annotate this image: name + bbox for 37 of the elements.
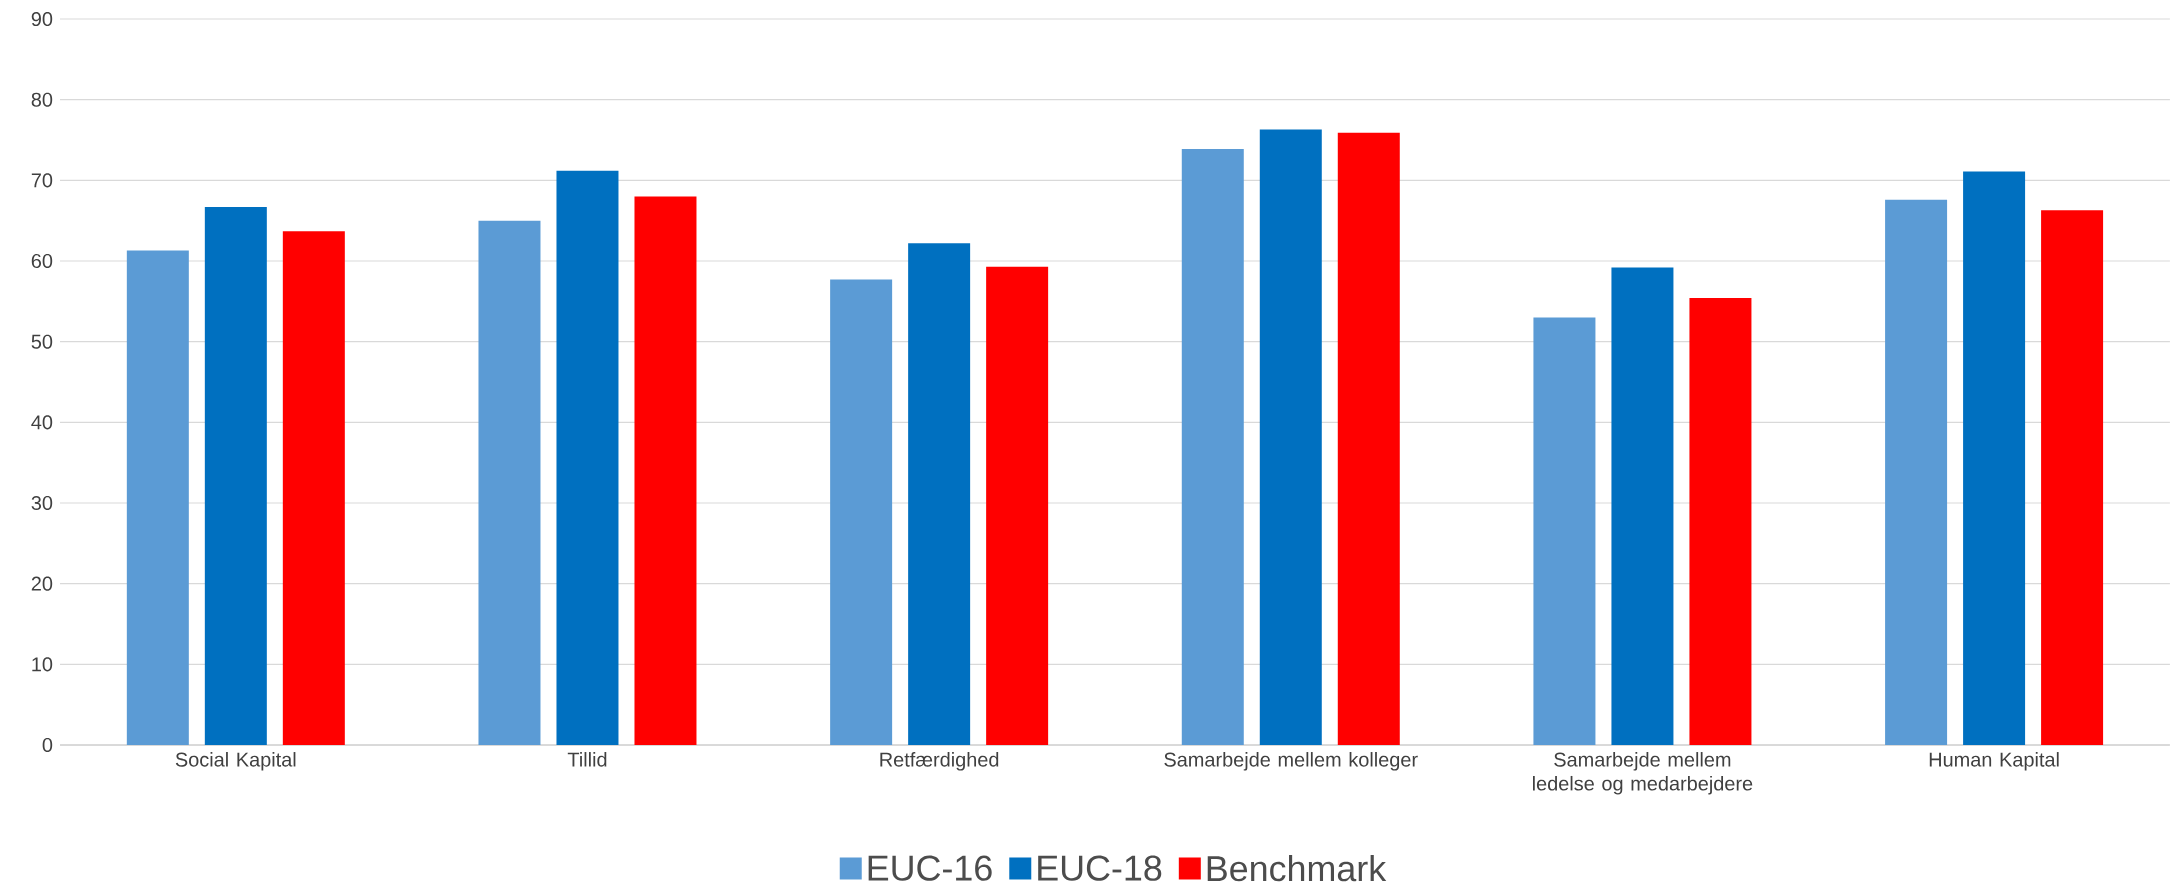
bar bbox=[1611, 267, 1674, 745]
x-tick-label: Retfærdighed bbox=[880, 752, 999, 771]
y-tick-label: 70 bbox=[31, 173, 53, 188]
bar bbox=[126, 250, 189, 745]
bar bbox=[1181, 148, 1244, 745]
x-tick-label: Samarbejde mellem ledelse og medarbejdere bbox=[1533, 752, 1753, 795]
legend-label: EUC-18 bbox=[1038, 855, 1162, 881]
bar bbox=[986, 266, 1049, 745]
bar bbox=[1337, 132, 1400, 745]
y-tick-label: 90 bbox=[31, 11, 53, 27]
bar bbox=[830, 279, 893, 745]
bar bbox=[1963, 171, 2026, 745]
bar bbox=[282, 231, 345, 745]
legend-label: EUC-16 bbox=[868, 855, 992, 881]
y-tick-label: 20 bbox=[31, 576, 53, 591]
bar bbox=[1259, 129, 1322, 745]
y-tick-label: 60 bbox=[31, 253, 53, 269]
bar bbox=[1885, 199, 1948, 745]
bar bbox=[634, 196, 697, 745]
y-tick-label: 40 bbox=[31, 415, 53, 430]
bar bbox=[478, 220, 541, 745]
y-tick-label: 50 bbox=[31, 334, 53, 349]
bar bbox=[1689, 298, 1752, 745]
y-tick-label: 80 bbox=[31, 92, 53, 107]
y-tick-label: 30 bbox=[31, 495, 53, 511]
bar bbox=[556, 170, 619, 745]
legend-label: Benchmark bbox=[1207, 854, 1387, 882]
x-tick-label: Social Kapital bbox=[175, 752, 296, 771]
bar bbox=[204, 206, 267, 745]
bar bbox=[908, 243, 971, 745]
x-tick-label: Human Kapital bbox=[1929, 752, 2059, 771]
bar bbox=[2041, 210, 2104, 745]
y-tick-label: 0 bbox=[42, 737, 53, 753]
x-tick-label: Samarbejde mellem kolleger bbox=[1164, 752, 1418, 771]
x-tick-label: Tillid bbox=[567, 752, 607, 767]
bar bbox=[1533, 317, 1596, 745]
y-tick-label: 10 bbox=[32, 657, 53, 672]
